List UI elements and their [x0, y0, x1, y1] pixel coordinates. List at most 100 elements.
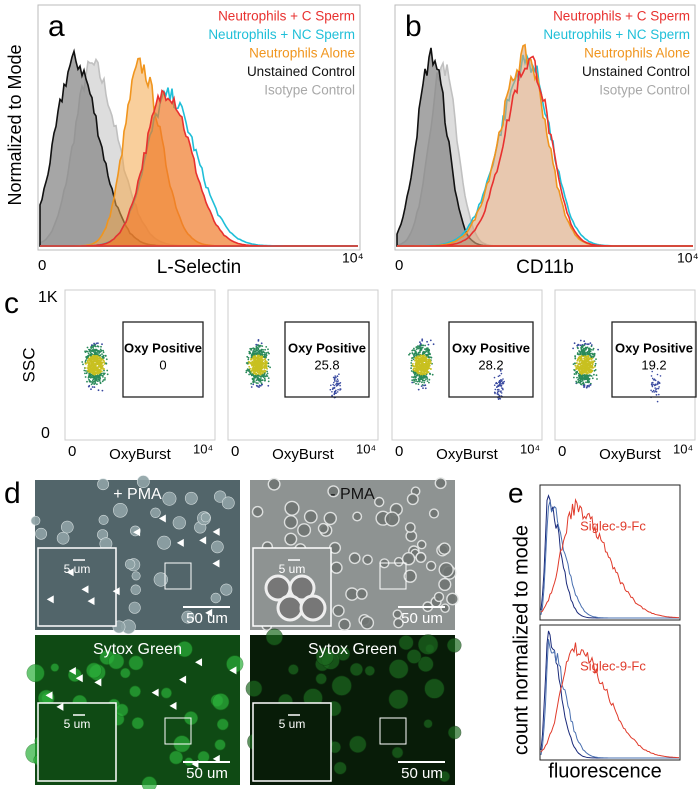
gate-label: Oxy Positive	[124, 340, 202, 355]
scatter-dot	[259, 366, 261, 369]
scatter-dot	[574, 362, 576, 365]
scatter-dot	[96, 352, 99, 354]
scatter-dot	[578, 377, 580, 380]
scatter-dot	[583, 363, 586, 365]
cell	[438, 562, 454, 578]
scatter-dot	[92, 375, 95, 377]
scatter-dot	[494, 391, 496, 394]
scatter-dot	[583, 344, 586, 346]
scatter-dot	[583, 358, 586, 360]
scatter-dot	[417, 377, 420, 380]
scatter-dot	[414, 359, 416, 362]
scatter-dot	[651, 390, 654, 393]
scatter-dot	[102, 367, 104, 369]
x-axis-end: 10⁴	[673, 441, 693, 456]
scatter-dot	[97, 350, 99, 353]
cell	[434, 477, 447, 490]
cell	[131, 717, 144, 730]
scatter-dot	[419, 341, 421, 344]
scatter-dot	[572, 347, 574, 350]
scatter-dot	[254, 366, 256, 369]
scatter-dot	[94, 349, 97, 352]
scatter-dot	[411, 379, 414, 382]
scatter-dot	[98, 360, 100, 363]
scatter-dot	[262, 374, 265, 377]
scatter-dot	[426, 363, 429, 365]
scatter-dot	[584, 361, 587, 364]
scatter-dot	[99, 373, 102, 376]
scatter-dot	[418, 351, 420, 354]
scatter-dot	[410, 367, 412, 370]
legend-entry: Siglec-9-Fc	[580, 658, 646, 673]
scatter-dot	[498, 390, 500, 392]
scatter-dot	[84, 350, 86, 353]
scatter-dot	[427, 343, 430, 346]
scatter-dot	[425, 354, 428, 356]
cell	[86, 662, 102, 679]
scatter-dot	[257, 373, 260, 376]
scatter-dot	[416, 364, 419, 367]
scatter-dot	[256, 376, 259, 379]
x-axis-start: 0	[558, 443, 566, 460]
scatter-dot	[99, 357, 102, 360]
scatter-dot	[91, 370, 94, 373]
scatter-dot	[422, 374, 425, 377]
scatter-dot	[427, 356, 430, 358]
scatter-dot	[87, 376, 90, 379]
scatter-dot	[575, 380, 578, 383]
scatter-dot	[252, 363, 255, 365]
scatter-dot	[498, 383, 501, 386]
scatter-dot	[586, 378, 589, 381]
scatter-dot	[411, 357, 414, 359]
scatter-dot	[91, 373, 94, 375]
scatter-dot	[423, 366, 426, 369]
legend-entry: Isotype Control	[599, 83, 690, 98]
scatter-dot	[257, 354, 259, 357]
cell	[355, 588, 368, 600]
scatter-dot	[245, 362, 248, 364]
scatter-dot	[588, 384, 590, 387]
scatter-dot	[422, 355, 425, 358]
cell	[212, 693, 230, 711]
scatter-dot	[586, 343, 589, 346]
scatter-dot	[339, 388, 341, 390]
arrowhead	[46, 595, 54, 604]
scatter-dot	[419, 378, 422, 380]
panel-label: b	[405, 10, 422, 43]
cell	[391, 746, 404, 759]
scatter-dot	[578, 381, 581, 384]
scatter-dot	[585, 358, 587, 361]
scatter-dot	[426, 370, 429, 373]
gate-value: 25.8	[314, 357, 339, 372]
scatter-dot	[429, 353, 431, 356]
scatter-dot	[267, 351, 269, 354]
scatter-dot	[656, 373, 659, 376]
scatter-dot	[588, 378, 591, 380]
scatter-dot	[245, 371, 248, 374]
scatter-dot	[591, 357, 594, 360]
legend-entry: Neutrophils + C Sperm	[553, 9, 690, 24]
scatter-dot	[338, 373, 340, 376]
scatter-dot	[587, 372, 590, 374]
scatter-dot	[590, 348, 592, 351]
scatter-dot	[580, 366, 583, 369]
scatter-dot	[93, 353, 96, 356]
scatter-dot	[415, 382, 417, 385]
scatter-dot	[255, 368, 258, 371]
scatter-dot	[581, 380, 584, 382]
scatter-dot	[264, 364, 266, 367]
scatter-dot	[257, 374, 259, 377]
scatter-dot	[267, 384, 270, 387]
scatter-dot	[330, 384, 332, 387]
scatter-dot	[102, 376, 104, 378]
cell	[393, 556, 404, 567]
x-axis-label: OxyBurst	[109, 446, 172, 463]
scatter-dot	[101, 343, 103, 346]
scatter-dot	[102, 379, 105, 381]
arrowhead	[191, 760, 199, 769]
scatter-dot	[415, 380, 417, 382]
scatter-dot	[265, 352, 268, 354]
scatter-dot	[577, 367, 580, 370]
cell	[428, 508, 440, 519]
scatter-dot	[659, 375, 662, 377]
